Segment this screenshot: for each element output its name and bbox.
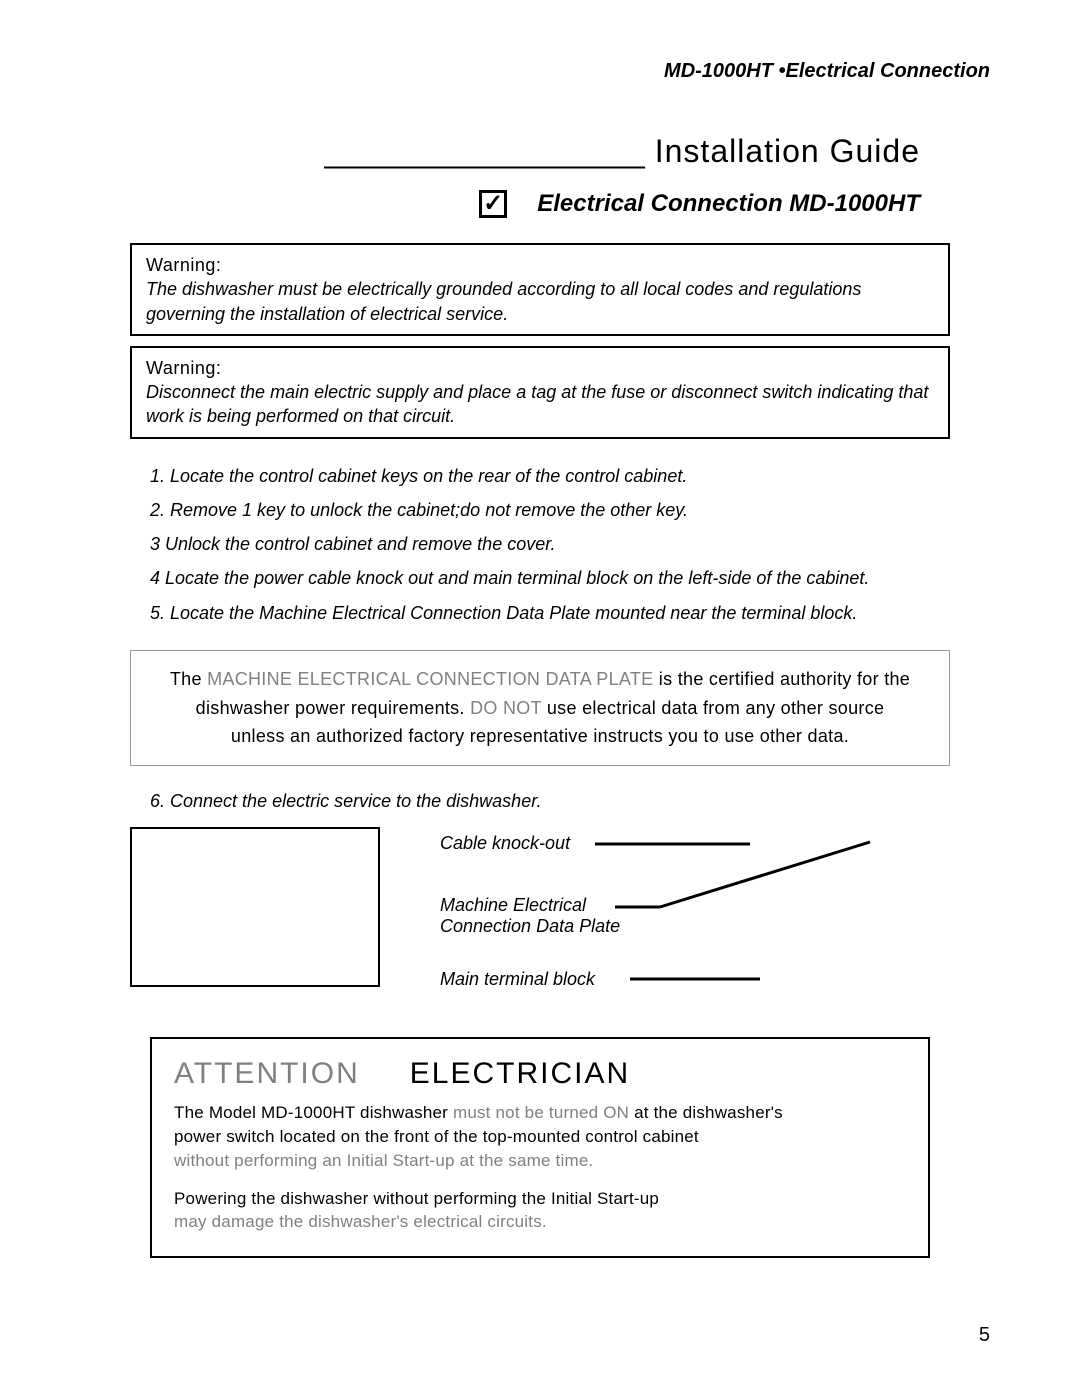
- info-text: use electrical data from any other sourc…: [542, 698, 885, 718]
- attention-text: at the dishwasher's: [634, 1103, 783, 1122]
- step-item: 2. Remove 1 key to unlock the cabinet;do…: [150, 493, 950, 527]
- attention-box: ATTENTION ELECTRICIAN The Model MD-1000H…: [150, 1037, 930, 1258]
- page-header: MD-1000HT •Electrical Connection: [90, 60, 990, 83]
- electrician-word: ELECTRICIAN: [410, 1057, 630, 1091]
- checkbox-icon: ✓: [479, 190, 507, 218]
- info-line: The MACHINE ELECTRICAL CONNECTION DATA P…: [149, 665, 931, 694]
- info-emphasis: DO NOT: [470, 698, 541, 718]
- diagram-label-data-plate-1: Machine Electrical: [440, 895, 586, 915]
- step-item: 5. Locate the Machine Electrical Connect…: [150, 596, 950, 630]
- attention-word: ATTENTION: [174, 1057, 360, 1091]
- warning-box-2: Warning: Disconnect the main electric su…: [130, 346, 950, 439]
- attention-line: Powering the dishwasher without performi…: [174, 1187, 906, 1211]
- warning-box-1: Warning: The dishwasher must be electric…: [130, 243, 950, 336]
- warning-text: The dishwasher must be electrically grou…: [146, 279, 861, 323]
- diagram-label-terminal-block: Main terminal block: [440, 969, 595, 990]
- document-title: __________________ Installation Guide: [90, 133, 920, 170]
- diagram-label-data-plate-2: Connection Data Plate: [440, 916, 620, 936]
- attention-line-gray: may damage the dishwasher's electrical c…: [174, 1210, 906, 1234]
- step-6: 6. Connect the electric service to the d…: [150, 791, 950, 812]
- section-title: Electrical Connection MD-1000HT: [537, 190, 920, 218]
- warning-text: Disconnect the main electric supply and …: [146, 382, 928, 426]
- step-item: 4 Locate the power cable knock out and m…: [150, 561, 950, 595]
- attention-text: The Model MD-1000HT dishwasher: [174, 1103, 453, 1122]
- page-number: 5: [979, 1324, 990, 1347]
- step-item: 1. Locate the control cabinet keys on th…: [150, 459, 950, 493]
- info-line: unless an authorized factory representat…: [149, 722, 931, 751]
- steps-list: 1. Locate the control cabinet keys on th…: [150, 459, 950, 630]
- info-text: dishwasher power requirements.: [196, 698, 470, 718]
- info-text: The: [170, 669, 207, 689]
- attention-line: power switch located on the front of the…: [174, 1125, 906, 1149]
- warning-label: Warning:: [146, 358, 221, 378]
- info-text: is the certified authority for the: [654, 669, 911, 689]
- attention-line: The Model MD-1000HT dishwasher must not …: [174, 1101, 906, 1125]
- title-text: Installation Guide: [645, 133, 920, 169]
- info-emphasis: MACHINE ELECTRICAL CONNECTION DATA PLATE: [207, 669, 653, 689]
- attention-gray: must not be turned ON: [453, 1103, 634, 1122]
- info-box: The MACHINE ELECTRICAL CONNECTION DATA P…: [130, 650, 950, 766]
- attention-body: The Model MD-1000HT dishwasher must not …: [174, 1101, 906, 1234]
- diagram-labels: Cable knock-out Machine Electrical Conne…: [440, 827, 950, 997]
- diagram-area: Cable knock-out Machine Electrical Conne…: [130, 827, 950, 997]
- spacer: [174, 1173, 906, 1187]
- warning-label: Warning:: [146, 255, 221, 275]
- title-underline: __________________: [325, 133, 645, 169]
- section-heading: ✓ Electrical Connection MD-1000HT: [90, 190, 920, 218]
- attention-heading: ATTENTION ELECTRICIAN: [174, 1057, 906, 1091]
- attention-line-gray: without performing an Initial Start-up a…: [174, 1149, 906, 1173]
- info-line: dishwasher power requirements. DO NOT us…: [149, 694, 931, 723]
- diagram-label-cable-knockout: Cable knock-out: [440, 833, 570, 854]
- step-item: 3 Unlock the control cabinet and remove …: [150, 527, 950, 561]
- diagram-placeholder-box: [130, 827, 380, 987]
